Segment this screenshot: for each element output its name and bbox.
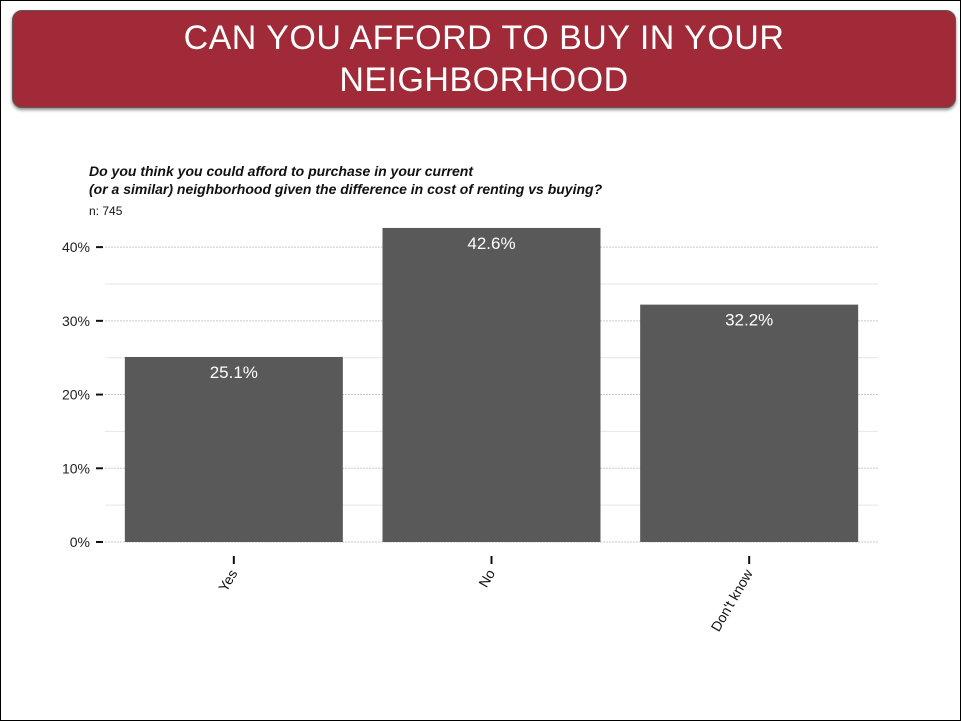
x-category-label: Don't know [707, 566, 756, 634]
y-tick-label: 10% [62, 460, 90, 476]
x-category-label: No [475, 566, 498, 590]
bar-yes [124, 356, 343, 542]
bar-value-label: 25.1% [210, 363, 258, 382]
y-tick-label: 20% [62, 387, 90, 403]
question-text: Do you think you could afford to purchas… [89, 162, 602, 198]
question-line-2: (or a similar) neighborhood given the di… [89, 181, 603, 197]
bar-don-t-know [640, 304, 859, 542]
x-category-label: Yes [215, 567, 240, 595]
title-banner: CAN YOU AFFORD TO BUY IN YOUR NEIGHBORHO… [12, 10, 956, 108]
y-tick-label: 40% [62, 239, 90, 255]
y-tick-label: 30% [62, 313, 90, 329]
bar-no [382, 227, 601, 542]
sample-size: n: 745 [89, 204, 123, 218]
bar-value-label: 32.2% [725, 311, 773, 330]
y-tick-label: 0% [70, 534, 90, 550]
question-line-1: Do you think you could afford to purchas… [89, 163, 473, 179]
slide-title: CAN YOU AFFORD TO BUY IN YOUR NEIGHBORHO… [183, 19, 785, 99]
bar-value-label: 42.6% [467, 234, 515, 253]
